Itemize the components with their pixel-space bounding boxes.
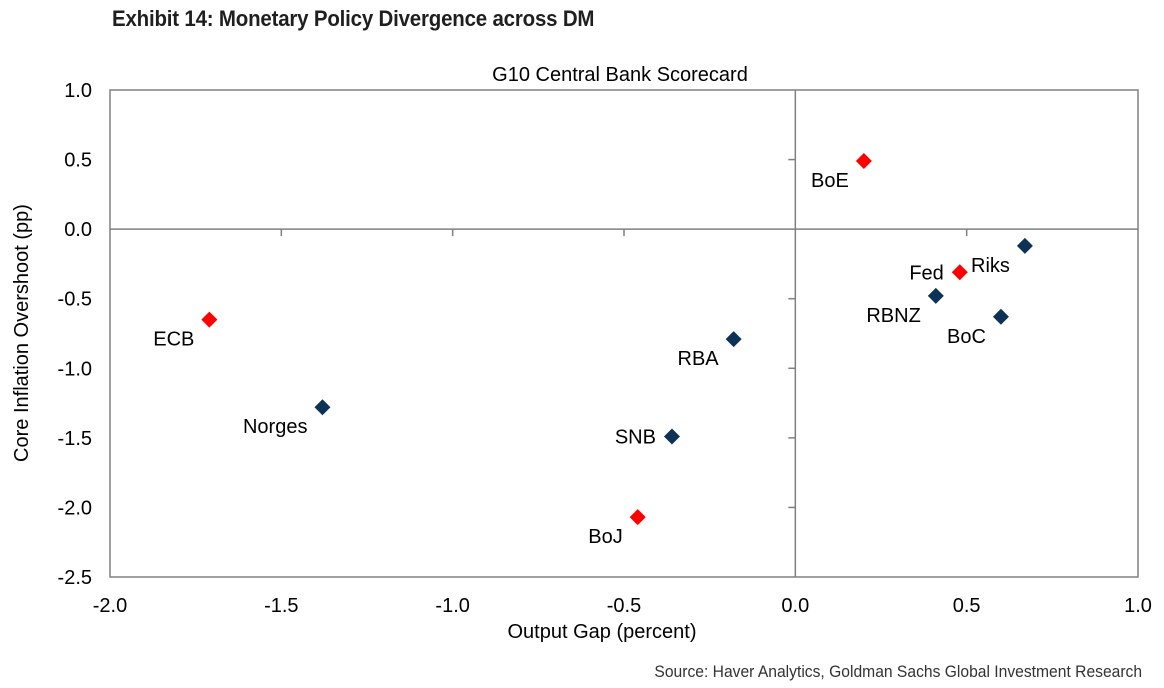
data-label-rba: RBA — [678, 348, 720, 370]
y-axis-label: Core Inflation Overshoot (pp) — [11, 204, 33, 462]
y-tick-label: -0.5 — [58, 289, 92, 311]
x-tick-label: -2.0 — [93, 595, 127, 617]
data-label-snb: SNB — [615, 426, 656, 448]
x-tick-label: 0.0 — [781, 595, 809, 617]
chart-axes: -2.0 -1.5 -1.0 -0.5 0.0 0.5 1.0 1.0 0.5 0.0 -0.5 -1… — [58, 80, 1152, 617]
x-tick-label: -0.5 — [607, 595, 641, 617]
plot-frame — [109, 89, 1139, 578]
x-tick-label: -1.5 — [264, 595, 298, 617]
data-point-ecb — [201, 311, 218, 328]
x-axis-label: Output Gap (percent) — [508, 621, 697, 643]
source-note: Source: Haver Analytics, Goldman Sachs G… — [654, 662, 1142, 681]
data-label-norges: Norges — [243, 416, 307, 438]
data-point-norges — [314, 399, 331, 416]
data-point-rbnz — [927, 287, 944, 304]
x-tick-label: -1.0 — [435, 595, 469, 617]
data-point-boj — [629, 509, 646, 526]
y-tick-label: 0.0 — [64, 219, 92, 241]
chart-points: ECB Norges RBA SNB BoJ BoE Riks Fed RBNZ BoC — [153, 152, 1033, 548]
y-tick-label: 0.5 — [64, 150, 92, 172]
y-tick-label: -1.0 — [58, 358, 92, 380]
data-label-ecb: ECB — [153, 329, 194, 351]
data-label-rbnz: RBNZ — [866, 305, 920, 327]
chart-title: G10 Central Bank Scorecard — [492, 64, 748, 86]
data-label-boj: BoJ — [588, 526, 622, 548]
y-tick-label: -2.5 — [58, 567, 92, 589]
x-tick-label: 0.5 — [953, 595, 981, 617]
data-point-riks — [1016, 237, 1033, 254]
data-point-rba — [725, 331, 742, 348]
data-label-boe: BoE — [811, 170, 849, 192]
data-point-snb — [663, 428, 680, 445]
x-tick-label: 1.0 — [1124, 595, 1152, 617]
y-tick-label: -2.0 — [58, 497, 92, 519]
exhibit-title: Exhibit 14: Monetary Policy Divergence a… — [112, 6, 595, 31]
data-label-riks: Riks — [971, 255, 1010, 277]
data-label-boc: BoC — [947, 326, 986, 348]
y-tick-label: 1.0 — [64, 80, 92, 102]
data-point-boe — [855, 152, 872, 169]
data-label-fed: Fed — [909, 262, 943, 284]
y-tick-label: -1.5 — [58, 428, 92, 450]
data-point-boc — [992, 308, 1009, 325]
data-point-fed — [951, 264, 968, 281]
